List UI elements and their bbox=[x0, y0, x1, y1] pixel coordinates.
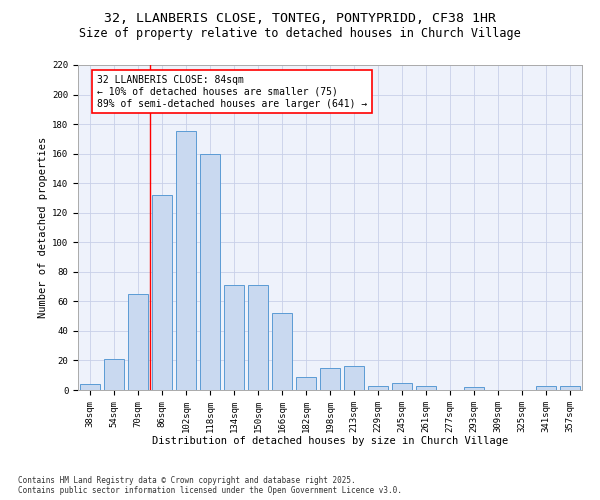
Bar bbox=[176, 132, 196, 390]
Bar bbox=[80, 384, 100, 390]
Y-axis label: Number of detached properties: Number of detached properties bbox=[38, 137, 48, 318]
Bar bbox=[152, 195, 172, 390]
Bar bbox=[224, 285, 244, 390]
Bar bbox=[248, 285, 268, 390]
Bar bbox=[104, 359, 124, 390]
Text: Contains HM Land Registry data © Crown copyright and database right 2025.
Contai: Contains HM Land Registry data © Crown c… bbox=[18, 476, 402, 495]
Bar bbox=[344, 366, 364, 390]
Text: Size of property relative to detached houses in Church Village: Size of property relative to detached ho… bbox=[79, 28, 521, 40]
X-axis label: Distribution of detached houses by size in Church Village: Distribution of detached houses by size … bbox=[152, 436, 508, 446]
Bar bbox=[368, 386, 388, 390]
Bar bbox=[272, 313, 292, 390]
Text: 32, LLANBERIS CLOSE, TONTEG, PONTYPRIDD, CF38 1HR: 32, LLANBERIS CLOSE, TONTEG, PONTYPRIDD,… bbox=[104, 12, 496, 26]
Bar bbox=[296, 376, 316, 390]
Bar bbox=[416, 386, 436, 390]
Bar bbox=[560, 386, 580, 390]
Text: 32 LLANBERIS CLOSE: 84sqm
← 10% of detached houses are smaller (75)
89% of semi-: 32 LLANBERIS CLOSE: 84sqm ← 10% of detac… bbox=[97, 76, 367, 108]
Bar bbox=[128, 294, 148, 390]
Bar bbox=[392, 382, 412, 390]
Bar bbox=[200, 154, 220, 390]
Bar bbox=[464, 387, 484, 390]
Bar bbox=[320, 368, 340, 390]
Bar bbox=[536, 386, 556, 390]
